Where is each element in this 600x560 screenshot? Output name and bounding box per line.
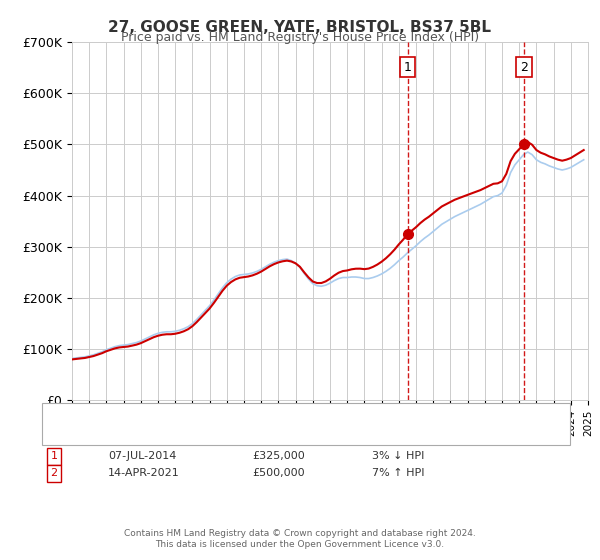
Text: 27, GOOSE GREEN, YATE, BRISTOL, BS37 5BL (detached house): 27, GOOSE GREEN, YATE, BRISTOL, BS37 5BL… [102, 412, 432, 422]
Text: ——: —— [72, 410, 89, 424]
Text: 3% ↓ HPI: 3% ↓ HPI [372, 451, 424, 461]
Text: 1: 1 [404, 60, 412, 73]
Text: HPI: Average price, detached house, South Gloucestershire: HPI: Average price, detached house, Sout… [102, 427, 411, 437]
Text: £500,000: £500,000 [252, 468, 305, 478]
Text: Contains HM Land Registry data © Crown copyright and database right 2024.
This d: Contains HM Land Registry data © Crown c… [124, 529, 476, 549]
Text: 2: 2 [50, 468, 58, 478]
Text: £325,000: £325,000 [252, 451, 305, 461]
Text: 2: 2 [520, 60, 528, 73]
Text: 27, GOOSE GREEN, YATE, BRISTOL, BS37 5BL: 27, GOOSE GREEN, YATE, BRISTOL, BS37 5BL [109, 20, 491, 35]
Text: 07-JUL-2014: 07-JUL-2014 [108, 451, 176, 461]
Text: Price paid vs. HM Land Registry's House Price Index (HPI): Price paid vs. HM Land Registry's House … [121, 31, 479, 44]
Text: ——: —— [72, 426, 89, 439]
Text: 7% ↑ HPI: 7% ↑ HPI [372, 468, 425, 478]
Text: 14-APR-2021: 14-APR-2021 [108, 468, 180, 478]
Text: 1: 1 [50, 451, 58, 461]
